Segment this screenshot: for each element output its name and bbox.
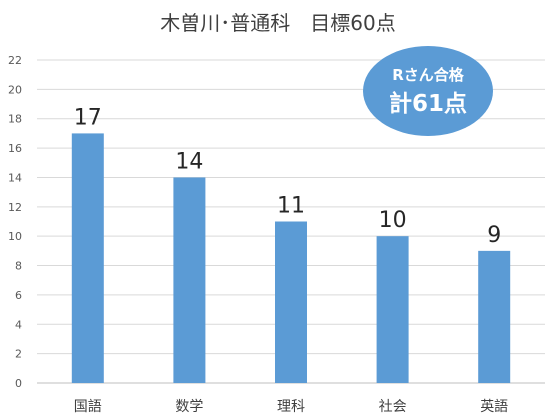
y-tick-label: 10 xyxy=(8,230,22,243)
bar xyxy=(71,133,104,383)
value-labels: 17 14 11 10 9 xyxy=(74,105,501,247)
y-tick-label: 8 xyxy=(15,260,22,273)
x-tick-label: 国語 xyxy=(74,399,102,415)
bar xyxy=(376,236,409,383)
x-tick-label: 社会 xyxy=(379,399,407,415)
data-label: 11 xyxy=(277,194,305,219)
x-tick-label: 数学 xyxy=(175,399,203,415)
badge-ellipse xyxy=(363,46,493,136)
bars xyxy=(71,133,511,383)
score-badge: Rさん合格 計61点 xyxy=(363,46,493,136)
badge-line2: 計61点 xyxy=(389,90,467,117)
y-tick-label: 22 xyxy=(8,54,22,67)
data-label: 9 xyxy=(487,223,501,248)
x-axis-categories: 国語 数学 理科 社会 英語 xyxy=(74,398,508,415)
bar xyxy=(275,221,307,383)
badge-line1: Rさん合格 xyxy=(392,66,465,84)
y-tick-label: 20 xyxy=(8,83,22,96)
y-tick-label: 12 xyxy=(8,201,22,214)
y-tick-label: 2 xyxy=(15,348,22,361)
data-label: 10 xyxy=(379,208,407,233)
y-tick-label: 14 xyxy=(8,171,22,184)
y-axis-ticks: 0 2 4 6 8 10 12 14 16 18 20 22 xyxy=(8,54,22,390)
x-tick-label: 英語 xyxy=(480,398,508,415)
y-tick-label: 0 xyxy=(15,377,22,390)
y-tick-label: 16 xyxy=(8,142,22,155)
data-label: 17 xyxy=(74,105,102,130)
y-tick-label: 4 xyxy=(15,318,22,331)
bar xyxy=(478,250,511,383)
chart-title: 木曽川･普通科 目標60点 xyxy=(160,11,395,35)
y-tick-label: 18 xyxy=(8,113,22,126)
data-label: 14 xyxy=(175,149,203,174)
y-tick-label: 6 xyxy=(15,289,22,302)
x-tick-label: 理科 xyxy=(277,399,305,415)
bar xyxy=(173,177,206,383)
